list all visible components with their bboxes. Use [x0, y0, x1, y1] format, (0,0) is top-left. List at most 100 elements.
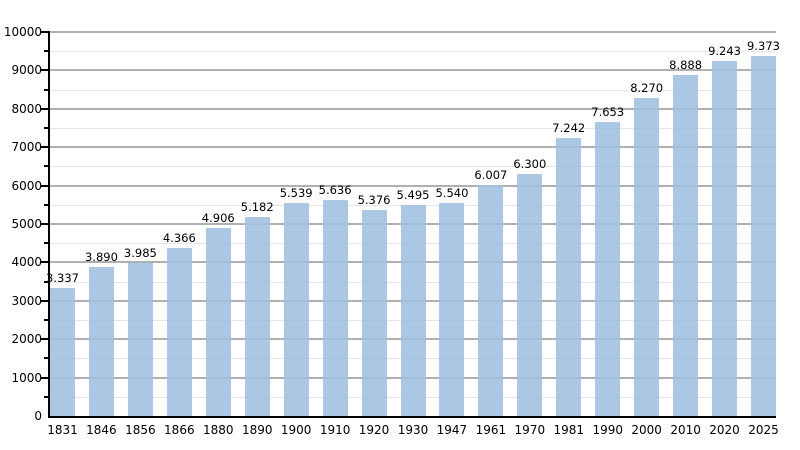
x-tick-label: 1930: [397, 423, 429, 437]
bar-value-label: 5.182: [240, 200, 274, 214]
gridline-minor: [50, 89, 776, 91]
bar-value-label: 5.539: [279, 186, 313, 201]
x-tick-label: 2010: [670, 423, 701, 437]
bar-value-label: 6.300: [513, 157, 547, 172]
bar-value-label: 8.270: [630, 81, 664, 96]
x-tick-label: 1866: [164, 423, 195, 437]
bar-1910: [322, 199, 348, 416]
x-tick-label: 2025: [748, 423, 779, 437]
x-tick-label: 1880: [202, 423, 234, 437]
bar-1961: [478, 185, 504, 416]
gridline-major: [50, 107, 776, 110]
x-tick-label: 1856: [125, 423, 156, 437]
bar-1970: [517, 174, 543, 416]
x-axis-line: [48, 416, 776, 418]
bar-value-label: 3.337: [46, 270, 79, 285]
bar-2025: [751, 56, 776, 416]
bar-1930: [400, 204, 426, 416]
x-tick-label: 1947: [436, 423, 468, 437]
x-tick-label: 1970: [514, 423, 546, 437]
bar-value-label: 8.888: [669, 57, 703, 72]
y-tick-label: 8000: [11, 101, 42, 116]
bar-2020: [712, 61, 738, 416]
y-tick-label: 5000: [11, 217, 42, 231]
y-tick-major: [41, 146, 48, 149]
gridline-major: [50, 69, 776, 72]
bar-value-label: 4.906: [201, 210, 235, 225]
x-tick-label: 1890: [241, 423, 273, 437]
y-axis-line: [48, 31, 50, 418]
bar-1947: [439, 203, 465, 416]
y-tick-major: [41, 299, 48, 302]
bar-1900: [283, 203, 309, 416]
bar-1866: [166, 248, 192, 416]
x-tick-label: 1981: [553, 423, 585, 437]
x-tick-label: 1961: [475, 423, 507, 437]
y-tick-major: [41, 31, 48, 33]
y-tick-minor: [44, 203, 48, 206]
bar-value-label: 9.243: [708, 44, 742, 59]
y-tick-minor: [44, 50, 48, 53]
bar-value-label: 7.653: [591, 105, 625, 120]
y-tick-minor: [44, 165, 48, 168]
bar-value-label: 3.890: [84, 249, 118, 264]
bar-2000: [634, 98, 660, 416]
y-tick-major: [41, 376, 48, 379]
y-tick-label: 0: [34, 409, 42, 423]
y-tick-major: [41, 69, 48, 72]
y-tick-minor: [44, 280, 48, 283]
y-tick-label: 4000: [11, 255, 42, 270]
y-tick-major: [41, 261, 48, 264]
y-tick-minor: [44, 88, 48, 91]
y-tick-major: [41, 184, 48, 187]
y-tick-minor: [44, 319, 48, 321]
bar-value-label: 5.495: [396, 187, 430, 202]
y-tick-minor: [44, 127, 48, 129]
y-tick-label: 7000: [11, 140, 42, 155]
y-tick-minor: [44, 395, 48, 398]
bar-1831: [50, 287, 75, 416]
y-tick-major: [41, 223, 48, 225]
y-tick-label: 2000: [11, 332, 42, 347]
x-tick-label: 1990: [592, 423, 623, 437]
bar-value-label: 6.007: [474, 168, 508, 183]
y-tick-label: 9000: [11, 63, 42, 78]
gridline-minor: [50, 128, 776, 129]
y-tick-label: 3000: [11, 293, 42, 308]
bar-1880: [205, 227, 231, 416]
y-tick-minor: [44, 357, 48, 360]
y-tick-label: 1000: [11, 370, 42, 385]
bar-value-label: 5.636: [318, 182, 352, 197]
bar-value-label: 5.376: [357, 192, 391, 207]
x-tick-label: 2000: [631, 423, 662, 437]
gridline-major: [50, 31, 776, 33]
x-tick-label: 1900: [280, 423, 312, 437]
bar-1856: [127, 262, 153, 416]
x-tick-label: 1920: [358, 423, 390, 437]
gridline-major: [50, 146, 776, 149]
gridline-minor: [50, 166, 776, 168]
bar-1890: [244, 217, 270, 416]
gridline-major: [50, 184, 776, 187]
bar-1981: [556, 137, 582, 416]
bar-value-label: 4.366: [162, 231, 196, 246]
bar-value-label: 3.985: [123, 245, 157, 260]
bar-value-label: 9.373: [747, 39, 780, 54]
bar-1990: [595, 122, 621, 416]
y-tick-major: [41, 338, 48, 341]
x-tick-label: 1910: [319, 423, 351, 437]
y-tick-major: [41, 107, 48, 110]
bar-2010: [673, 74, 699, 416]
x-tick-label: 1831: [47, 423, 78, 437]
x-tick-label: 1846: [86, 423, 117, 437]
y-tick-label: 6000: [11, 178, 42, 193]
y-tick-minor: [44, 242, 48, 245]
bar-value-label: 7.242: [552, 120, 586, 135]
bar-value-label: 5.540: [435, 186, 469, 201]
gridline-minor: [50, 51, 776, 53]
bar-1920: [361, 209, 387, 416]
y-tick-label: 10000: [3, 25, 42, 39]
bar-1846: [88, 266, 114, 416]
x-tick-label: 2020: [709, 423, 740, 437]
